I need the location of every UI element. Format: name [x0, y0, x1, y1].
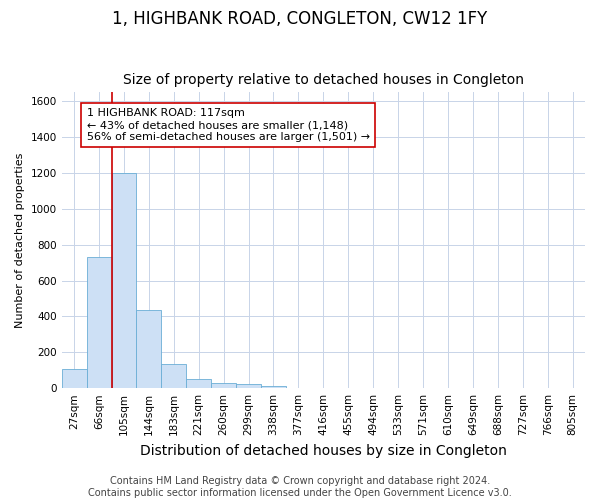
Text: 1, HIGHBANK ROAD, CONGLETON, CW12 1FY: 1, HIGHBANK ROAD, CONGLETON, CW12 1FY — [112, 10, 488, 28]
Bar — [136, 310, 161, 388]
Bar — [62, 370, 86, 388]
X-axis label: Distribution of detached houses by size in Congleton: Distribution of detached houses by size … — [140, 444, 507, 458]
Bar — [261, 386, 286, 388]
Bar — [186, 379, 211, 388]
Bar — [86, 258, 112, 388]
Bar — [112, 173, 136, 388]
Text: 1 HIGHBANK ROAD: 117sqm
← 43% of detached houses are smaller (1,148)
56% of semi: 1 HIGHBANK ROAD: 117sqm ← 43% of detache… — [86, 108, 370, 142]
Title: Size of property relative to detached houses in Congleton: Size of property relative to detached ho… — [123, 73, 524, 87]
Text: Contains HM Land Registry data © Crown copyright and database right 2024.
Contai: Contains HM Land Registry data © Crown c… — [88, 476, 512, 498]
Bar — [211, 383, 236, 388]
Y-axis label: Number of detached properties: Number of detached properties — [15, 152, 25, 328]
Bar — [161, 364, 186, 388]
Bar — [236, 384, 261, 388]
